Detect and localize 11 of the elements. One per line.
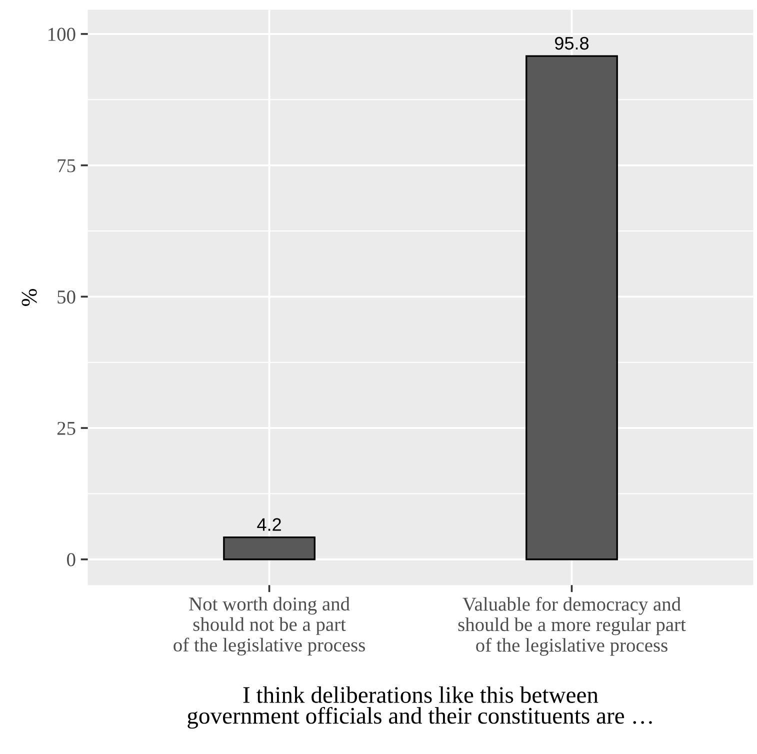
y-tick-label: 50	[58, 290, 76, 304]
y-tick-label: 75	[58, 159, 76, 172]
data-label: 4.2	[257, 518, 281, 531]
y-tick-label: 25	[57, 422, 76, 435]
x-axis-title: I think deliberations like this between government officials and their constituents are …	[188, 686, 652, 729]
x-tick-label: Not worth doing and should not be a part of the legislative process	[174, 596, 365, 656]
y-tick-label: 0	[67, 553, 76, 566]
y-axis-title: %	[22, 288, 37, 306]
y-tick-label: 100	[48, 28, 76, 41]
x-tick-label: Valuable for democracy and should be a more regular part of the legislative process	[458, 596, 686, 656]
data-label: 95.8	[555, 36, 589, 50]
